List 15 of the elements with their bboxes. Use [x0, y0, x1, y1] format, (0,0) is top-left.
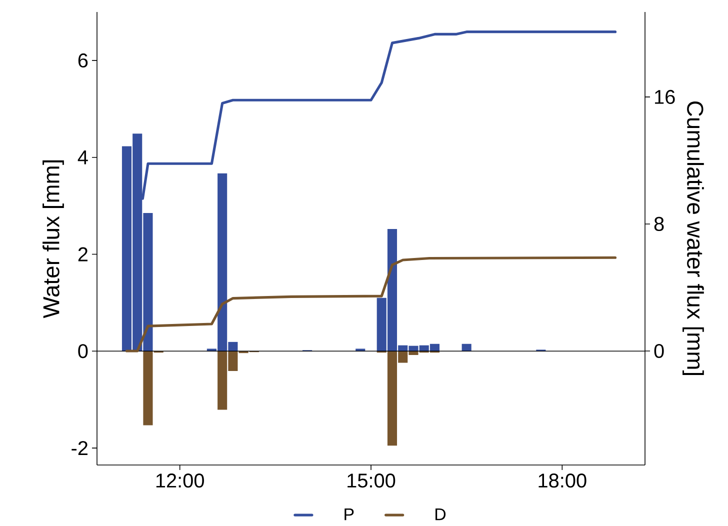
x-tick-label: 15:00 [348, 474, 396, 488]
y-tick-label: 4 [78, 150, 88, 164]
y-tick-label: 6 [78, 53, 88, 68]
y-tick-label: 2 [78, 247, 88, 262]
y2-tick-label: 16 [655, 90, 675, 104]
y-tick-label: -2 [72, 441, 88, 455]
legend-label: D [436, 508, 446, 520]
x-tick-label: 18:00 [538, 474, 586, 488]
y2-tick-label: 0 [654, 344, 664, 358]
y2-tick-label: 8 [654, 216, 664, 232]
y-tick-label: 0 [78, 344, 88, 358]
y-axis-title: Water flux [mm] [42, 160, 64, 318]
y2-axis-title: Cumulative water flux [mm] [682, 101, 704, 375]
legend-label: P [344, 508, 354, 520]
x-tick-label: 12:00 [156, 474, 204, 488]
